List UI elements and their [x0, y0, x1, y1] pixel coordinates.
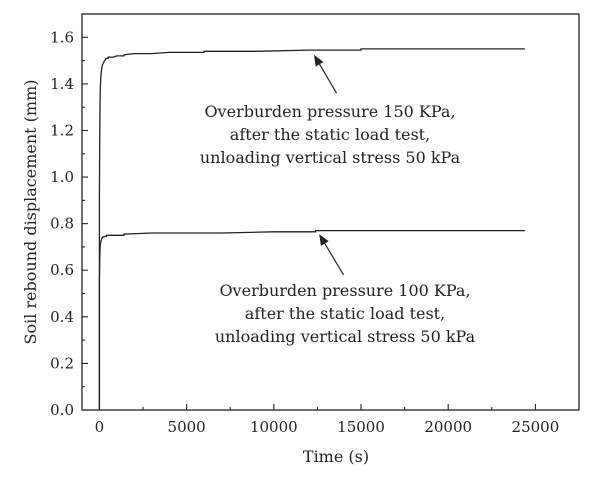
axes-frame: [81, 13, 580, 411]
y-axis: 0.0 0.2 0.4 0.6 0.8 1.0 1.2 1.4 1.6: [50, 13, 88, 419]
series-line-1: [98, 48, 525, 410]
y-tick-label: 1.2: [50, 121, 74, 139]
x-tick-label: 15000: [337, 418, 385, 436]
annotation-2-line-1: Overburden pressure 100 KPa,: [219, 281, 470, 300]
annotation-2-line-3: unloading vertical stress 50 kPa: [215, 327, 476, 346]
series-line-2: [98, 229, 525, 410]
annotation-1-arrowhead: [313, 54, 324, 67]
y-tick-label: 0.4: [50, 308, 74, 326]
annotation-1-arrow: [319, 63, 338, 94]
x-axis-label: Time (s): [303, 447, 369, 466]
annotation-1-line-2: after the static load test,: [230, 125, 430, 144]
plot-area: [98, 48, 525, 410]
y-tick-label: 0.6: [50, 261, 74, 279]
x-tick-label: 0: [95, 418, 105, 436]
y-tick-label: 0.0: [50, 401, 74, 419]
annotation-1-line-1: Overburden pressure 150 KPa,: [204, 102, 455, 121]
x-tick-label: 5000: [168, 418, 206, 436]
y-tick-label: 1.4: [50, 75, 74, 93]
y-tick-label: 1.6: [50, 28, 74, 46]
annotation-1-line-3: unloading vertical stress 50 kPa: [200, 148, 461, 167]
x-axis: 0 5000 10000 15000 20000 25000: [95, 404, 560, 436]
y-tick-label: 0.8: [50, 215, 74, 233]
annotation-2-arrow: [324, 243, 345, 276]
x-tick-label: 25000: [512, 418, 560, 436]
x-tick-label: 20000: [424, 418, 472, 436]
annotation-2-arrowhead: [319, 234, 329, 246]
x-tick-label: 10000: [250, 418, 298, 436]
y-tick-label: 0.2: [50, 354, 74, 372]
y-tick-label: 1.0: [50, 168, 74, 186]
annotations: Overburden pressure 150 KPa, after the st…: [200, 54, 476, 346]
annotation-2-line-2: after the static load test,: [245, 304, 445, 323]
y-axis-label: Soil rebound displacement (mm): [21, 79, 40, 344]
